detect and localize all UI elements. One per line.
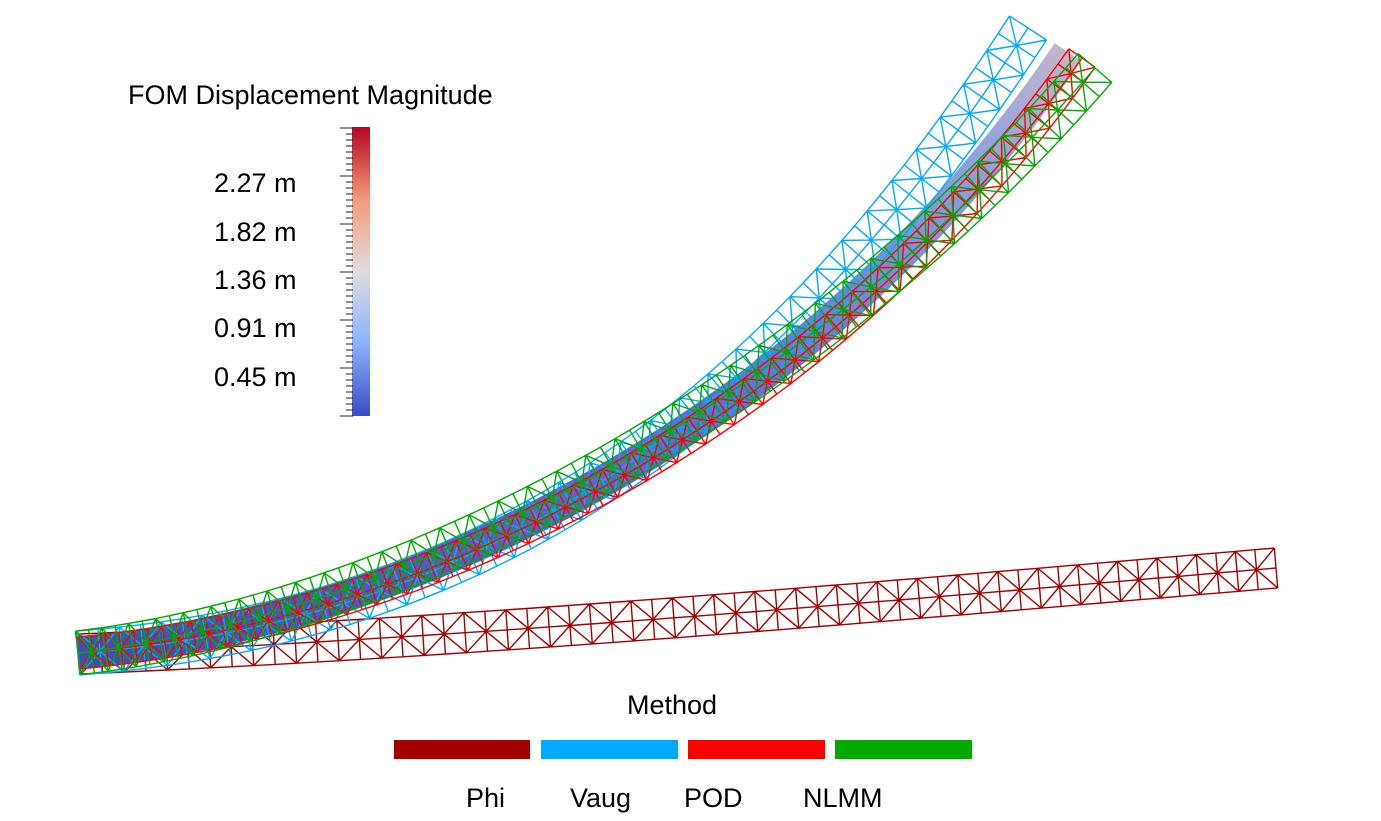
- colorbar-label-1-36: 1.36 m: [214, 265, 297, 295]
- colorbar-label-1-82: 1.82 m: [214, 217, 297, 247]
- colorbar-ticks: [340, 127, 353, 417]
- mesh-nlmm: [74, 53, 1113, 676]
- legend-title: Method: [627, 690, 718, 720]
- colorbar-label-0-91: 0.91 m: [214, 313, 297, 343]
- legend-label-vaug: Vaug: [570, 783, 632, 813]
- legend-label-pod: POD: [684, 783, 743, 813]
- legend-swatch-nlmm: [835, 740, 972, 759]
- legend-swatch-phi: [394, 740, 530, 759]
- mesh-fom: [76, 43, 1082, 669]
- legend-swatch-vaug: [541, 740, 678, 759]
- legend-label-phi: Phi: [466, 783, 506, 813]
- legend-label-nlmm: NLMM: [803, 783, 883, 813]
- colorbar-title: FOM Displacement Magnitude: [128, 80, 493, 110]
- colorbar-label-0-45: 0.45 m: [214, 362, 297, 392]
- legend-swatch-pod: [688, 740, 825, 759]
- colorbar-label-2-27: 2.27 m: [214, 168, 297, 198]
- colorbar: [352, 127, 370, 416]
- mesh-vaug: [75, 15, 1048, 676]
